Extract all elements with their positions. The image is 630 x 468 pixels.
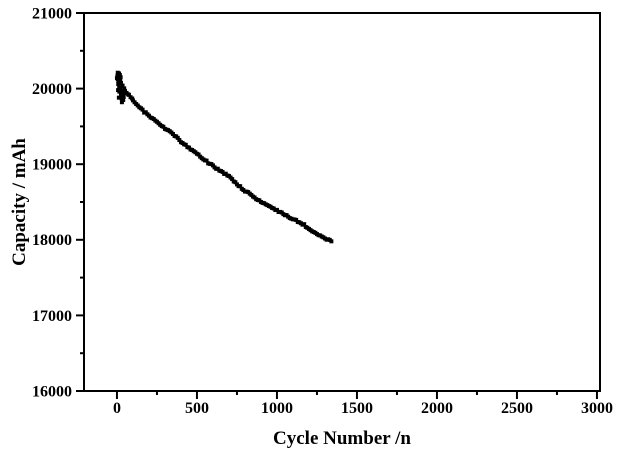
data-point-marker (116, 95, 121, 100)
data-point-marker (121, 94, 126, 99)
data-point-marker (238, 184, 243, 189)
data-point-marker (117, 89, 122, 94)
data-point-marker (122, 88, 127, 93)
data-point-marker (274, 207, 279, 212)
y-tick-label: 20000 (32, 81, 72, 98)
data-point-marker (119, 100, 124, 105)
data-point-marker (196, 152, 201, 157)
x-axis-title: Cycle Number /n (273, 428, 411, 449)
x-tick-label: 2000 (421, 400, 453, 417)
data-point-marker (204, 158, 209, 163)
data-point-marker (175, 135, 180, 140)
data-point-marker (118, 75, 123, 80)
x-tick-label: 0 (113, 400, 121, 417)
x-tick-label: 1500 (341, 400, 373, 417)
x-tick-label: 1000 (261, 400, 293, 417)
y-tick-label: 18000 (32, 232, 72, 249)
data-point-marker (121, 97, 126, 102)
data-point-marker (126, 92, 131, 97)
data-point-marker (122, 86, 127, 91)
y-tick-label: 19000 (32, 157, 72, 174)
y-axis-ticks: 16000 17000 18000 19000 20000 21000 (32, 5, 84, 400)
data-point-marker (302, 222, 307, 227)
x-tick-label: 2500 (501, 400, 533, 417)
data-point-marker (140, 107, 145, 112)
data-point-marker (161, 124, 166, 129)
data-point-marker (230, 177, 235, 182)
data-point-marker (143, 110, 148, 115)
data-point-marker (118, 81, 122, 86)
data-point-marker (294, 217, 299, 222)
data-point-marker (329, 239, 334, 244)
x-tick-label: 3000 (581, 400, 613, 417)
data-point-marker (183, 142, 188, 147)
data-point-marker (118, 91, 123, 96)
x-tick-label: 500 (185, 400, 209, 417)
y-tick-label: 17000 (32, 308, 72, 325)
data-point-marker (117, 85, 122, 90)
data-point-marker (118, 87, 123, 92)
data-point-marker (122, 91, 127, 96)
y-tick-label: 16000 (32, 383, 72, 400)
data-point-marker (117, 72, 122, 77)
data-point-marker (119, 83, 124, 88)
y-tick-label: 21000 (32, 5, 72, 22)
y-axis-title: Capacity / mAh (9, 138, 30, 266)
data-points (114, 70, 334, 244)
data-point-marker (233, 180, 238, 185)
data-point-marker (177, 138, 182, 143)
x-axis-ticks: 0 500 1000 1500 2000 2500 3000 (113, 391, 613, 417)
